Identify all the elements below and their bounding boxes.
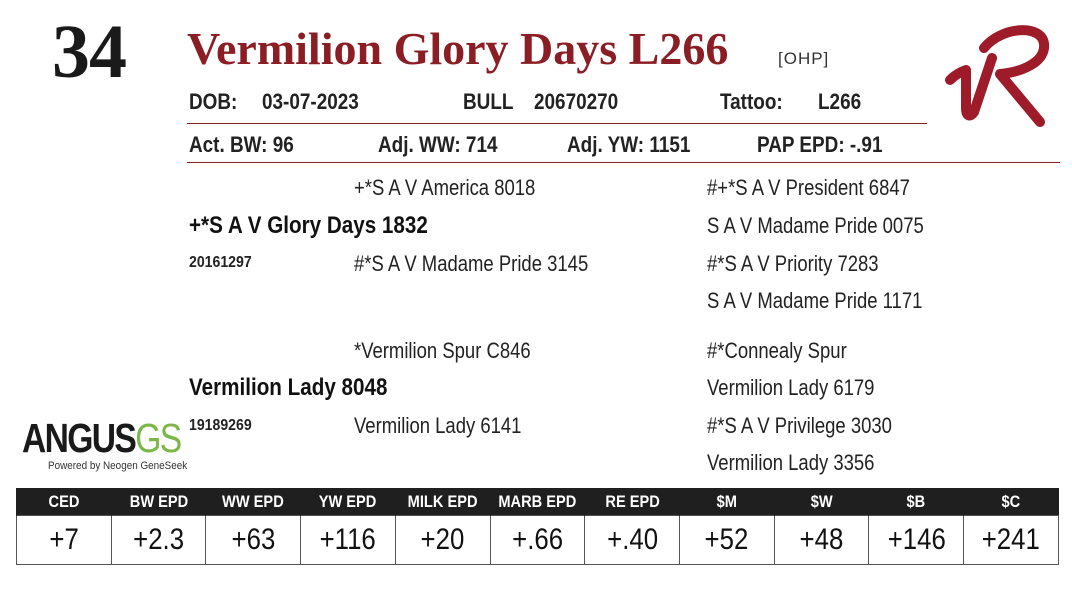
epd-header-ced: CED: [16, 488, 112, 516]
angus-gs-logo: ANGUSGS: [22, 415, 182, 461]
sire-dam-sire: #*S A V Priority 7283: [707, 251, 879, 276]
epd-header-b: $B: [868, 488, 964, 516]
epd-header-row: CED BW EPD WW EPD YW EPD MILK EPD MARB E…: [16, 488, 1059, 516]
epd-value-bw: +2.3: [110, 515, 207, 565]
sire-sire-sire: #+*S A V President 6847: [707, 175, 910, 200]
epd-value-c: +241: [963, 515, 1059, 565]
adj-ww: Adj. WW: 714: [378, 132, 498, 157]
divider-id: [187, 123, 927, 124]
registration-number: 20670270: [534, 89, 619, 114]
dam-sire-dam: Vermilion Lady 6179: [707, 375, 875, 400]
epd-header-c: $C: [963, 488, 1059, 516]
dam-dam-dam: Vermilion Lady 3356: [707, 450, 875, 475]
epd-value-m: +52: [679, 515, 775, 565]
sire-sire: +*S A V America 8018: [354, 175, 536, 200]
epd-value-re: +.40: [584, 515, 681, 565]
dam-dam-sire: #*S A V Privilege 3030: [707, 413, 892, 438]
epd-header-milk: MILK EPD: [394, 488, 491, 516]
lot-number: 34: [52, 10, 127, 94]
epd-value-ww: +63: [205, 515, 302, 565]
dam-registration: 19189269: [189, 417, 252, 434]
tattoo-value: L266: [818, 89, 862, 114]
sire-dam: #*S A V Madame Pride 3145: [354, 251, 589, 276]
epd-value-row: +7 +2.3 +63 +116 +20 +.66 +.40 +52 +48 +…: [16, 515, 1059, 565]
vr-brand-logo: [945, 25, 1050, 127]
epd-header-yw: YW EPD: [300, 488, 396, 516]
gs-logo-text: GS: [135, 415, 182, 461]
sire: +*S A V Glory Days 1832: [189, 212, 428, 239]
sex-label: BULL: [463, 89, 514, 114]
dam-sire: *Vermilion Spur C846: [354, 338, 531, 363]
ohp-tag: [OHP]: [778, 49, 830, 68]
dam-sire-sire: #*Connealy Spur: [707, 338, 847, 363]
act-bw: Act. BW: 96: [189, 132, 294, 157]
pap-epd: PAP EPD: -.91: [757, 132, 883, 157]
epd-header-marb: MARB EPD: [489, 488, 585, 516]
epd-value-b: +146: [868, 515, 965, 565]
dam-dam: Vermilion Lady 6141: [354, 413, 522, 438]
sire-sire-dam: S A V Madame Pride 0075: [707, 213, 924, 238]
animal-name: Vermilion Glory Days L266: [187, 23, 729, 74]
dob-label: DOB:: [189, 89, 238, 114]
epd-header-re: RE EPD: [584, 488, 680, 516]
dob-value: 03-07-2023: [262, 89, 359, 114]
tattoo-label: Tattoo:: [720, 89, 783, 114]
adj-yw: Adj. YW: 1151: [567, 132, 691, 157]
dam: Vermilion Lady 8048: [189, 374, 388, 401]
epd-value-w: +48: [773, 515, 870, 565]
epd-header-w: $W: [773, 488, 869, 516]
epd-header-ww: WW EPD: [205, 488, 301, 516]
epd-table: CED BW EPD WW EPD YW EPD MILK EPD MARB E…: [16, 488, 1059, 565]
divider-performance: [187, 162, 1060, 163]
epd-value-yw: +116: [300, 515, 396, 565]
angus-logo-text: ANGUS: [22, 415, 137, 461]
angus-gs-tagline: Powered by Neogen GeneSeek: [48, 460, 188, 472]
epd-header-bw: BW EPD: [110, 488, 206, 516]
sire-dam-dam: S A V Madame Pride 1171: [707, 288, 923, 313]
epd-header-m: $M: [679, 488, 775, 516]
epd-value-milk: +20: [394, 515, 491, 565]
sire-registration: 20161297: [189, 254, 252, 271]
epd-value-ced: +7: [16, 515, 112, 565]
epd-value-marb: +.66: [489, 515, 586, 565]
